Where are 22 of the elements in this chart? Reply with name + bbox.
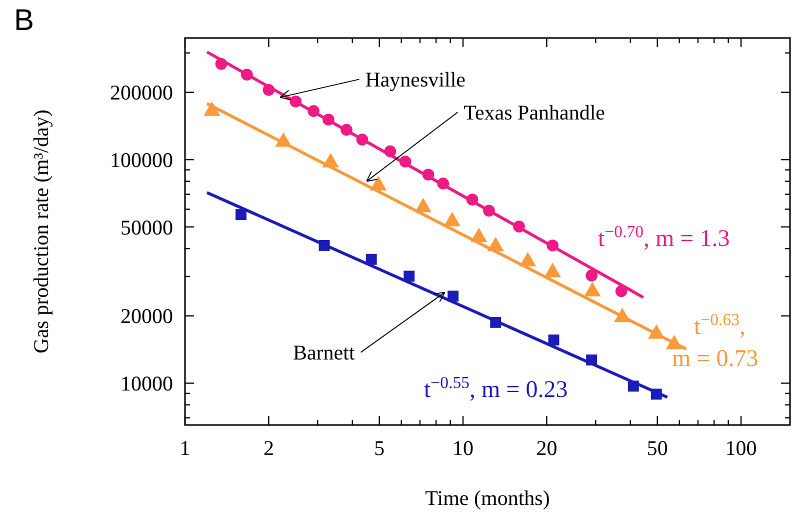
x-axis-title: Time (months) [425,486,550,510]
x-tick-label: 50 [646,436,668,460]
annotation: t$^{−0.70}$, m = 1.3 [598,222,730,252]
x-tick-label: 5 [374,436,385,460]
annotation: Barnett [293,340,355,365]
x-tick-label: 2 [263,436,274,460]
y-axis-title: Gas production rate (m³/day) [29,110,53,354]
x-tick-label: 20 [536,436,558,460]
y-tick-label: 10000 [120,372,173,396]
x-tick-label: 10 [452,436,474,460]
y-tick-label: 50000 [120,215,173,240]
y-tick-label: 100000 [110,148,173,172]
annotation: Texas Panhandle [464,100,606,125]
y-tick-label: 20000 [120,304,173,328]
x-tick-label: 1 [180,436,190,460]
x-tick-label: 100 [725,436,757,460]
y-tick-label: 200000 [110,80,173,105]
annotation: t$^{−0.55}$, m = 0.23 [424,372,568,403]
chart-title: B [14,4,34,37]
annotation: m = 0.73 [672,346,758,372]
annotation: Haynesville [365,68,466,92]
annotation: t$^{−0.63}$, [694,310,746,340]
